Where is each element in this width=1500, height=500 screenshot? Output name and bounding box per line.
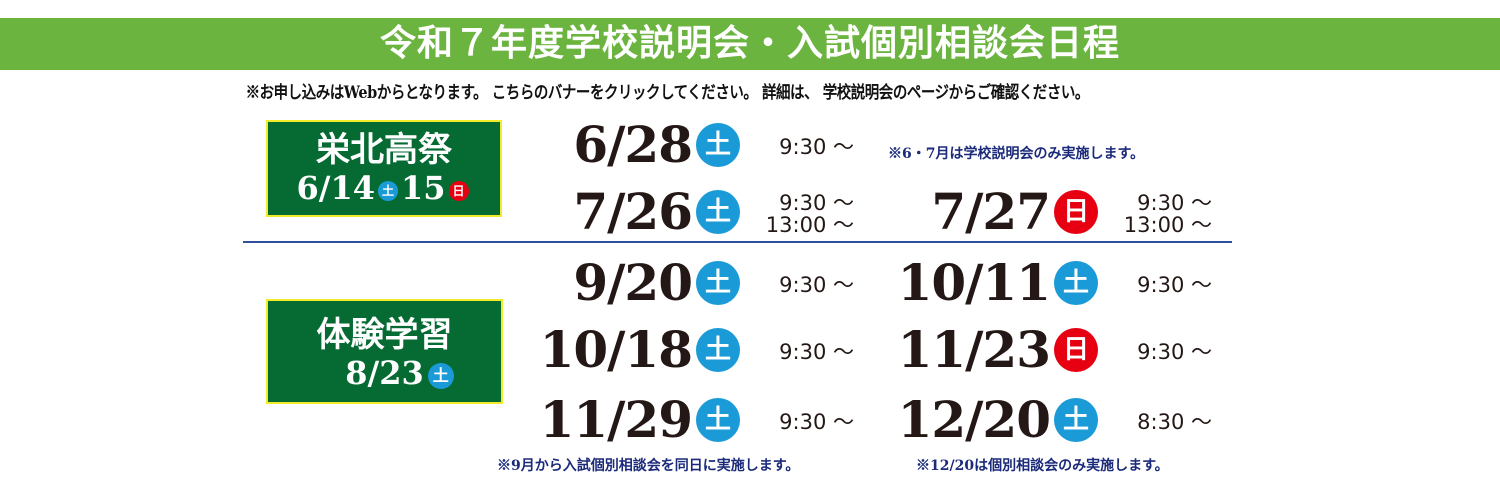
session-date: 6/28 — [573, 115, 693, 174]
saturday-icon: 土 — [696, 261, 740, 305]
note-december: ※12/20は個別相談会のみ実施します。 — [916, 458, 1169, 474]
session-date: 11/29 — [539, 390, 693, 449]
session-time: 9:30 ～ — [779, 410, 854, 434]
festival-name: 栄北高祭 — [316, 130, 452, 170]
saturday-icon: 土 — [1054, 261, 1098, 305]
title-banner[interactable]: 令和７年度学校説明会・入試個別相談会日程 — [0, 18, 1500, 70]
saturday-icon: 土 — [696, 328, 740, 372]
session-time: 9:30 ～ — [1137, 273, 1212, 297]
session-date: 7/27 — [931, 182, 1051, 241]
divider — [243, 241, 1232, 243]
saturday-icon: 土 — [696, 398, 740, 442]
festival-date-2: 15 — [400, 169, 446, 207]
session-time: 9:30 ～ — [779, 273, 854, 297]
session-time: 8:30 ～ — [1137, 410, 1212, 434]
note-june-july: ※6・7月は学校説明会のみ実施します。 — [888, 146, 1145, 162]
sunday-icon: 日 — [448, 180, 469, 201]
trial-class-box: 体験学習 8/23 土 — [266, 299, 503, 404]
session-time: 13:00 ～ — [765, 213, 854, 237]
session-date: 10/11 — [897, 253, 1051, 312]
saturday-icon: 土 — [1054, 398, 1098, 442]
saturday-icon: 土 — [377, 180, 398, 201]
trial-class-date: 8/23 — [345, 354, 424, 392]
session-time: 9:30 ～ — [779, 191, 854, 215]
session-time: 9:30 ～ — [1137, 191, 1212, 215]
session-time: 9:30 ～ — [779, 135, 854, 159]
session-date: 7/26 — [573, 182, 693, 241]
festival-box: 栄北高祭 6/14 土 15 日 — [266, 120, 502, 217]
session-time: 13:00 ～ — [1123, 213, 1212, 237]
session-date: 10/18 — [539, 320, 693, 379]
note-september: ※9月から入試個別相談会を同日に実施します。 — [497, 458, 800, 474]
session-time: 9:30 ～ — [1137, 340, 1212, 364]
festival-date: 6/14 — [296, 169, 375, 207]
trial-class-name: 体験学習 — [316, 315, 453, 355]
saturday-icon: 土 — [696, 123, 740, 167]
sunday-icon: 日 — [1054, 190, 1098, 234]
session-date: 9/20 — [573, 253, 693, 312]
saturday-icon: 土 — [696, 190, 740, 234]
saturday-icon: 土 — [427, 362, 454, 389]
sunday-icon: 日 — [1054, 328, 1098, 372]
notice-text: ※お申し込みはWebからとなります。 こちらのバナーをクリックしてください。 詳… — [245, 83, 1090, 103]
session-time: 9:30 ～ — [779, 340, 854, 364]
session-date: 12/20 — [897, 390, 1051, 449]
session-date: 11/23 — [897, 320, 1051, 379]
